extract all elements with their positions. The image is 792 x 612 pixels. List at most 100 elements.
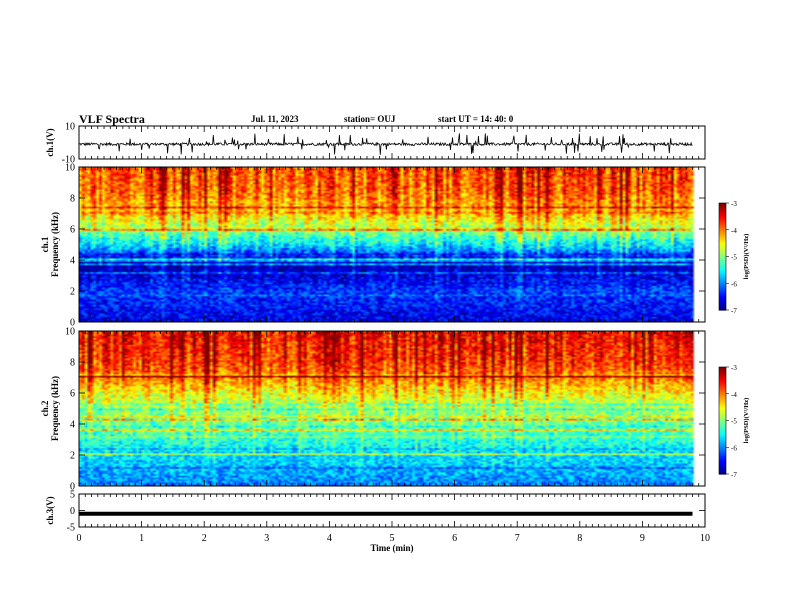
ch1-colorbar-tick-label: -4: [731, 227, 737, 235]
ch3-waveform-ylabel: ch.3(V): [45, 496, 55, 524]
x-tick-label: 10: [700, 533, 710, 544]
ch1-colorbar-segment: [719, 286, 726, 290]
ch2-colorbar-segment: [719, 406, 726, 409]
ch1-colorbar-segment: [719, 238, 726, 242]
ch2-colorbar-segment: [719, 465, 726, 468]
ch2-colorbar-segment: [719, 381, 726, 384]
ch1-colorbar-segment: [719, 302, 726, 306]
ch1-colorbar-segment: [719, 265, 726, 268]
ch2-colorbar-segment: [719, 454, 726, 457]
x-tick-label: 6: [452, 533, 457, 544]
ch2-spectrogram-ytick-label: 0: [70, 482, 75, 493]
ch1-colorbar-segment: [719, 270, 726, 274]
x-tick-label: 4: [327, 533, 332, 544]
ch1-colorbar-label-group: log(PSD)(V²/Hz): [743, 234, 750, 280]
ch2-colorbar-tick-label: -6: [731, 444, 737, 452]
ch1-colorbar-segment: [719, 295, 726, 299]
ch2-colorbar-segment: [719, 447, 726, 450]
ch2-colorbar-segment: [719, 404, 726, 407]
x-tick-label: 7: [515, 533, 520, 544]
ch1-waveform-ylabel-text: ch.1(V): [45, 128, 55, 156]
ch1-colorbar-segment: [719, 204, 726, 208]
ch2-spectrogram-ytick-label: 6: [70, 389, 75, 400]
station-label: station= OUJ: [344, 114, 396, 124]
ch1-colorbar-segment: [719, 272, 726, 275]
ch2-colorbar-segment: [719, 436, 726, 439]
ch1-colorbar-segment: [719, 229, 726, 233]
ch1-colorbar-segment: [719, 247, 726, 250]
ch1-spectrogram-ytick-label: 2: [70, 287, 75, 298]
ch1-colorbar-segment: [719, 244, 726, 247]
ch3-waveform-ytick-label: -5: [67, 523, 75, 534]
ch2-colorbar-segment: [719, 388, 726, 391]
ch2-colorbar-segment: [719, 472, 726, 475]
ch1-colorbar-tick-label: -7: [731, 307, 737, 315]
ch1-spectrogram-ytick-label: 10: [65, 163, 75, 174]
ch2-colorbar-segment: [719, 367, 726, 370]
ch2-colorbar-segment: [719, 393, 726, 397]
ch3-waveform-ytick-label: 5: [70, 490, 75, 501]
ch1-colorbar-segment: [719, 245, 726, 249]
ch2-colorbar-segment: [719, 441, 726, 445]
ch2-spectrogram-ylabel-text: ch.2: [40, 400, 50, 416]
ch1-colorbar-segment: [719, 261, 726, 265]
date-label: Jul. 11, 2023: [251, 114, 299, 124]
ch2-spectrogram-ylabel: ch.2 Frequency (kHz): [40, 376, 60, 441]
ch2-colorbar-label: log(PSD)(V²/Hz): [743, 398, 750, 444]
figure-title: VLF Spectra: [79, 112, 145, 126]
ch1-colorbar-segment: [719, 276, 726, 279]
ch2-colorbar-segment: [719, 468, 726, 472]
ch1-colorbar-segment: [719, 299, 726, 302]
ch1-colorbar-segment: [719, 301, 726, 304]
ch1-colorbar-segment: [719, 235, 726, 238]
ch2-colorbar-segment: [719, 402, 726, 406]
ch2-colorbar-segment: [719, 397, 726, 400]
ch2-colorbar-segment: [719, 429, 726, 432]
ch1-colorbar-segment: [719, 227, 726, 231]
ch1-colorbar-segment: [719, 267, 726, 270]
ch2-colorbar-segment: [719, 372, 726, 375]
ch1-colorbar-segment: [719, 268, 726, 272]
ch2-colorbar-segment: [719, 386, 726, 389]
ch1-spectrogram-ylabel-text: ch.1: [40, 236, 50, 252]
ch2-colorbar-segment: [719, 384, 726, 388]
ch2-colorbar-segment: [719, 431, 726, 434]
ch1-colorbar-segment: [719, 251, 726, 254]
ch1-colorbar-segment: [719, 290, 726, 293]
ch1-spectrogram-ytick-label: 0: [70, 318, 75, 329]
ch2-colorbar-segment: [719, 463, 726, 466]
ch1-spectrogram-ylabel: ch.1 Frequency (kHz): [40, 212, 60, 277]
ch2-colorbar-segment: [719, 399, 726, 402]
ch2-colorbar-segment: [719, 427, 726, 431]
ch2-colorbar-tick-label: -7: [731, 471, 737, 479]
ch1-colorbar-segment: [719, 249, 726, 252]
x-tick-label: 3: [264, 533, 269, 544]
ch2-spectrogram-ytick-label: 2: [70, 451, 75, 462]
ch2-colorbar-segment: [719, 443, 726, 447]
ch1-colorbar-segment: [719, 283, 726, 286]
ch1-colorbar-segment: [719, 224, 726, 227]
ch1-colorbar-tick-label: -3: [731, 200, 737, 208]
ch2-colorbar-segment: [719, 434, 726, 438]
x-tick-label: 0: [77, 533, 82, 544]
ch2-colorbar-segment: [719, 449, 726, 452]
ch1-spectrogram-ytick-label: 6: [70, 225, 75, 236]
ch1-colorbar-segment: [719, 274, 726, 277]
ch1-colorbar-segment: [719, 306, 726, 309]
ch2-colorbar-segment: [719, 420, 726, 423]
ch1-colorbar-segment: [719, 285, 726, 288]
x-tick-label: 9: [640, 533, 645, 544]
ch1-colorbar-segment: [719, 206, 726, 209]
ch1-spectrogram-ylabel-text: Frequency (kHz): [50, 212, 60, 277]
ch2-spectrogram-ytick-label: 8: [70, 358, 75, 369]
ch2-spectrogram-raster: [79, 331, 705, 486]
ch2-colorbar-segment: [719, 379, 726, 382]
ch1-colorbar-segment: [719, 252, 726, 256]
ch1-colorbar-segment: [719, 219, 726, 222]
ch2-colorbar-segment: [719, 413, 726, 416]
ch2-colorbar-segment: [719, 440, 726, 443]
ch2-colorbar-tick-label: -4: [731, 391, 737, 399]
ch1-colorbar-segment: [719, 236, 726, 240]
ch2-colorbar-segment: [719, 375, 726, 379]
